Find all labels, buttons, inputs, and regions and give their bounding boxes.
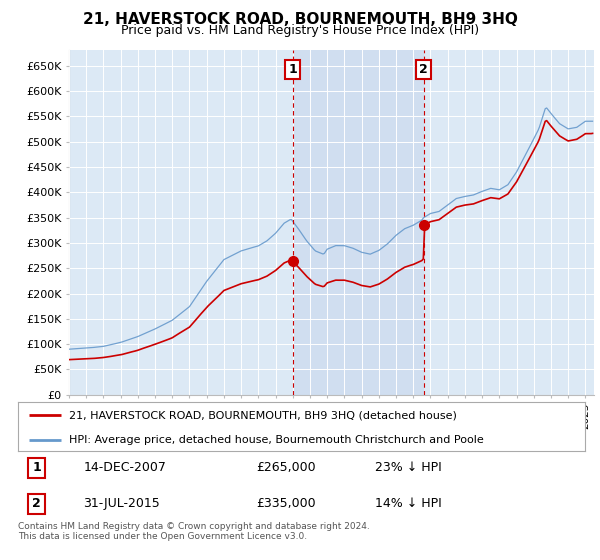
- Text: Price paid vs. HM Land Registry's House Price Index (HPI): Price paid vs. HM Land Registry's House …: [121, 24, 479, 36]
- Text: 2: 2: [419, 63, 428, 76]
- Text: HPI: Average price, detached house, Bournemouth Christchurch and Poole: HPI: Average price, detached house, Bour…: [69, 435, 484, 445]
- Text: 2: 2: [32, 497, 41, 510]
- Bar: [293, 50, 424, 395]
- Text: 23% ↓ HPI: 23% ↓ HPI: [375, 461, 442, 474]
- Text: £265,000: £265,000: [256, 461, 316, 474]
- Text: 21, HAVERSTOCK ROAD, BOURNEMOUTH, BH9 3HQ: 21, HAVERSTOCK ROAD, BOURNEMOUTH, BH9 3H…: [83, 12, 517, 27]
- Text: 31-JUL-2015: 31-JUL-2015: [83, 497, 160, 510]
- Text: 14-DEC-2007: 14-DEC-2007: [83, 461, 166, 474]
- Text: 1: 1: [289, 63, 297, 76]
- Text: £335,000: £335,000: [256, 497, 316, 510]
- Text: 14% ↓ HPI: 14% ↓ HPI: [375, 497, 442, 510]
- Text: 21, HAVERSTOCK ROAD, BOURNEMOUTH, BH9 3HQ (detached house): 21, HAVERSTOCK ROAD, BOURNEMOUTH, BH9 3H…: [69, 410, 457, 421]
- Text: Contains HM Land Registry data © Crown copyright and database right 2024.
This d: Contains HM Land Registry data © Crown c…: [18, 522, 370, 542]
- Text: 1: 1: [32, 461, 41, 474]
